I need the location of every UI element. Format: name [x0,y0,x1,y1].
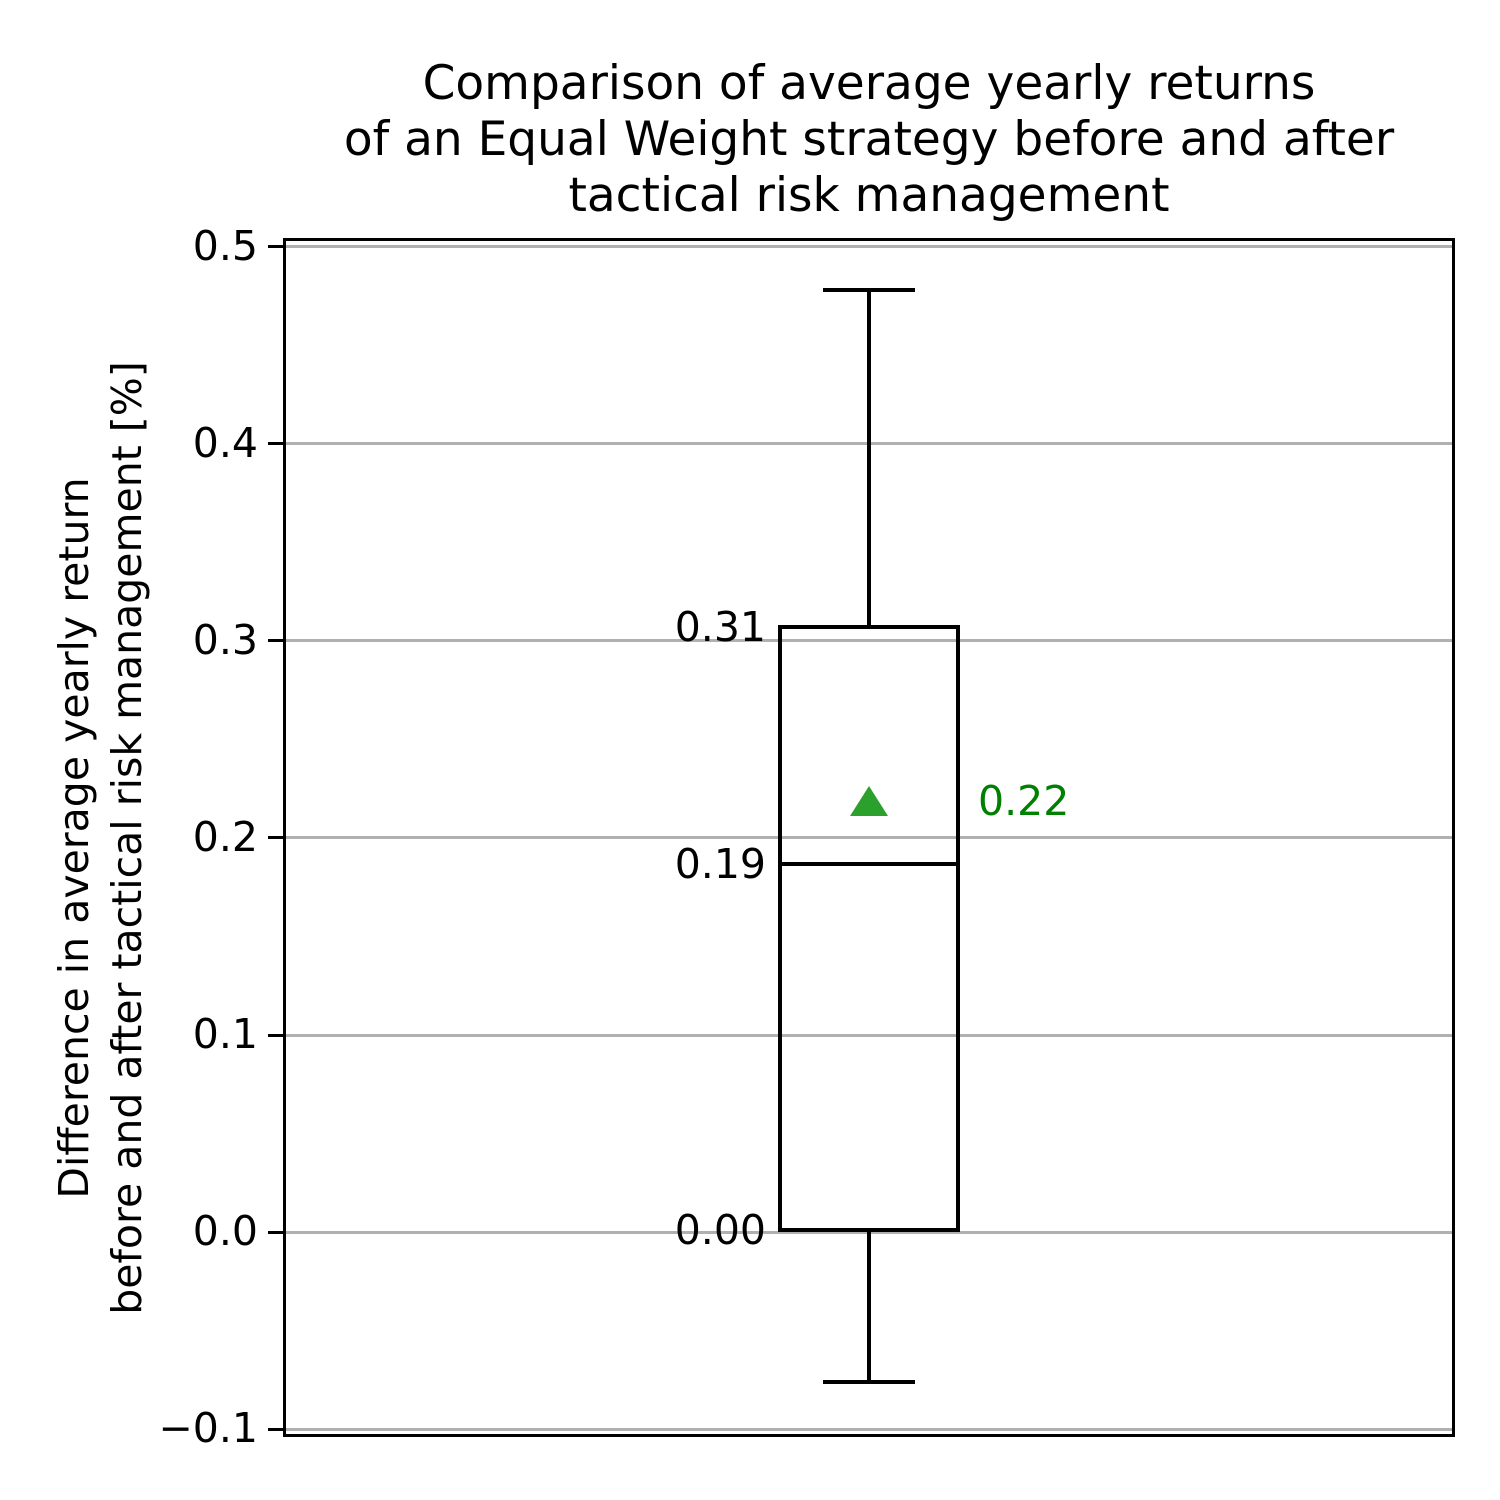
y-tick-label: 0.3 [192,615,258,664]
gridline [286,639,1452,643]
y-tick-label: 0.0 [192,1207,258,1256]
y-tick-mark [268,639,283,643]
median-line [778,861,960,866]
median-label: 0.19 [674,839,766,888]
mean-marker-triangle-icon [850,785,888,816]
y-tick-mark [268,1033,283,1037]
whisker-upper [867,290,871,628]
plot-area [283,238,1455,1437]
y-tick-label: −0.1 [158,1404,258,1453]
chart-title-line-3: tactical risk management [568,168,1170,223]
y-tick-label: 0.4 [192,418,258,467]
q1-label: 0.00 [674,1206,766,1255]
y-axis-label-line-1: Difference in average yearly return [50,477,98,1199]
gridline [286,836,1452,840]
whisker-lower [867,1230,871,1382]
mean-label: 0.22 [978,776,1070,825]
q3-label: 0.31 [674,603,766,652]
gridline [286,1427,1452,1431]
y-tick-label: 0.5 [192,221,258,270]
y-axis-label-line-2: before and after tactical risk managemen… [103,361,151,1315]
box [778,625,960,1233]
gridline [286,1033,1452,1037]
whisker-cap-upper [823,288,915,293]
y-tick-mark [268,442,283,446]
gridline [286,245,1452,249]
whisker-cap-lower [823,1379,915,1384]
y-axis-label: Difference in average yearly return befo… [48,288,156,1388]
y-tick-mark [268,1230,283,1234]
y-tick-mark [268,1427,283,1431]
chart-title-line-1: Comparison of average yearly returns [422,56,1316,111]
y-tick-label: 0.2 [192,813,258,862]
chart-title: Comparison of average yearly returns of … [283,56,1455,224]
y-tick-mark [268,836,283,840]
y-tick-label: 0.1 [192,1010,258,1059]
chart-title-line-2: of an Equal Weight strategy before and a… [343,112,1395,167]
y-tick-mark [268,245,283,249]
